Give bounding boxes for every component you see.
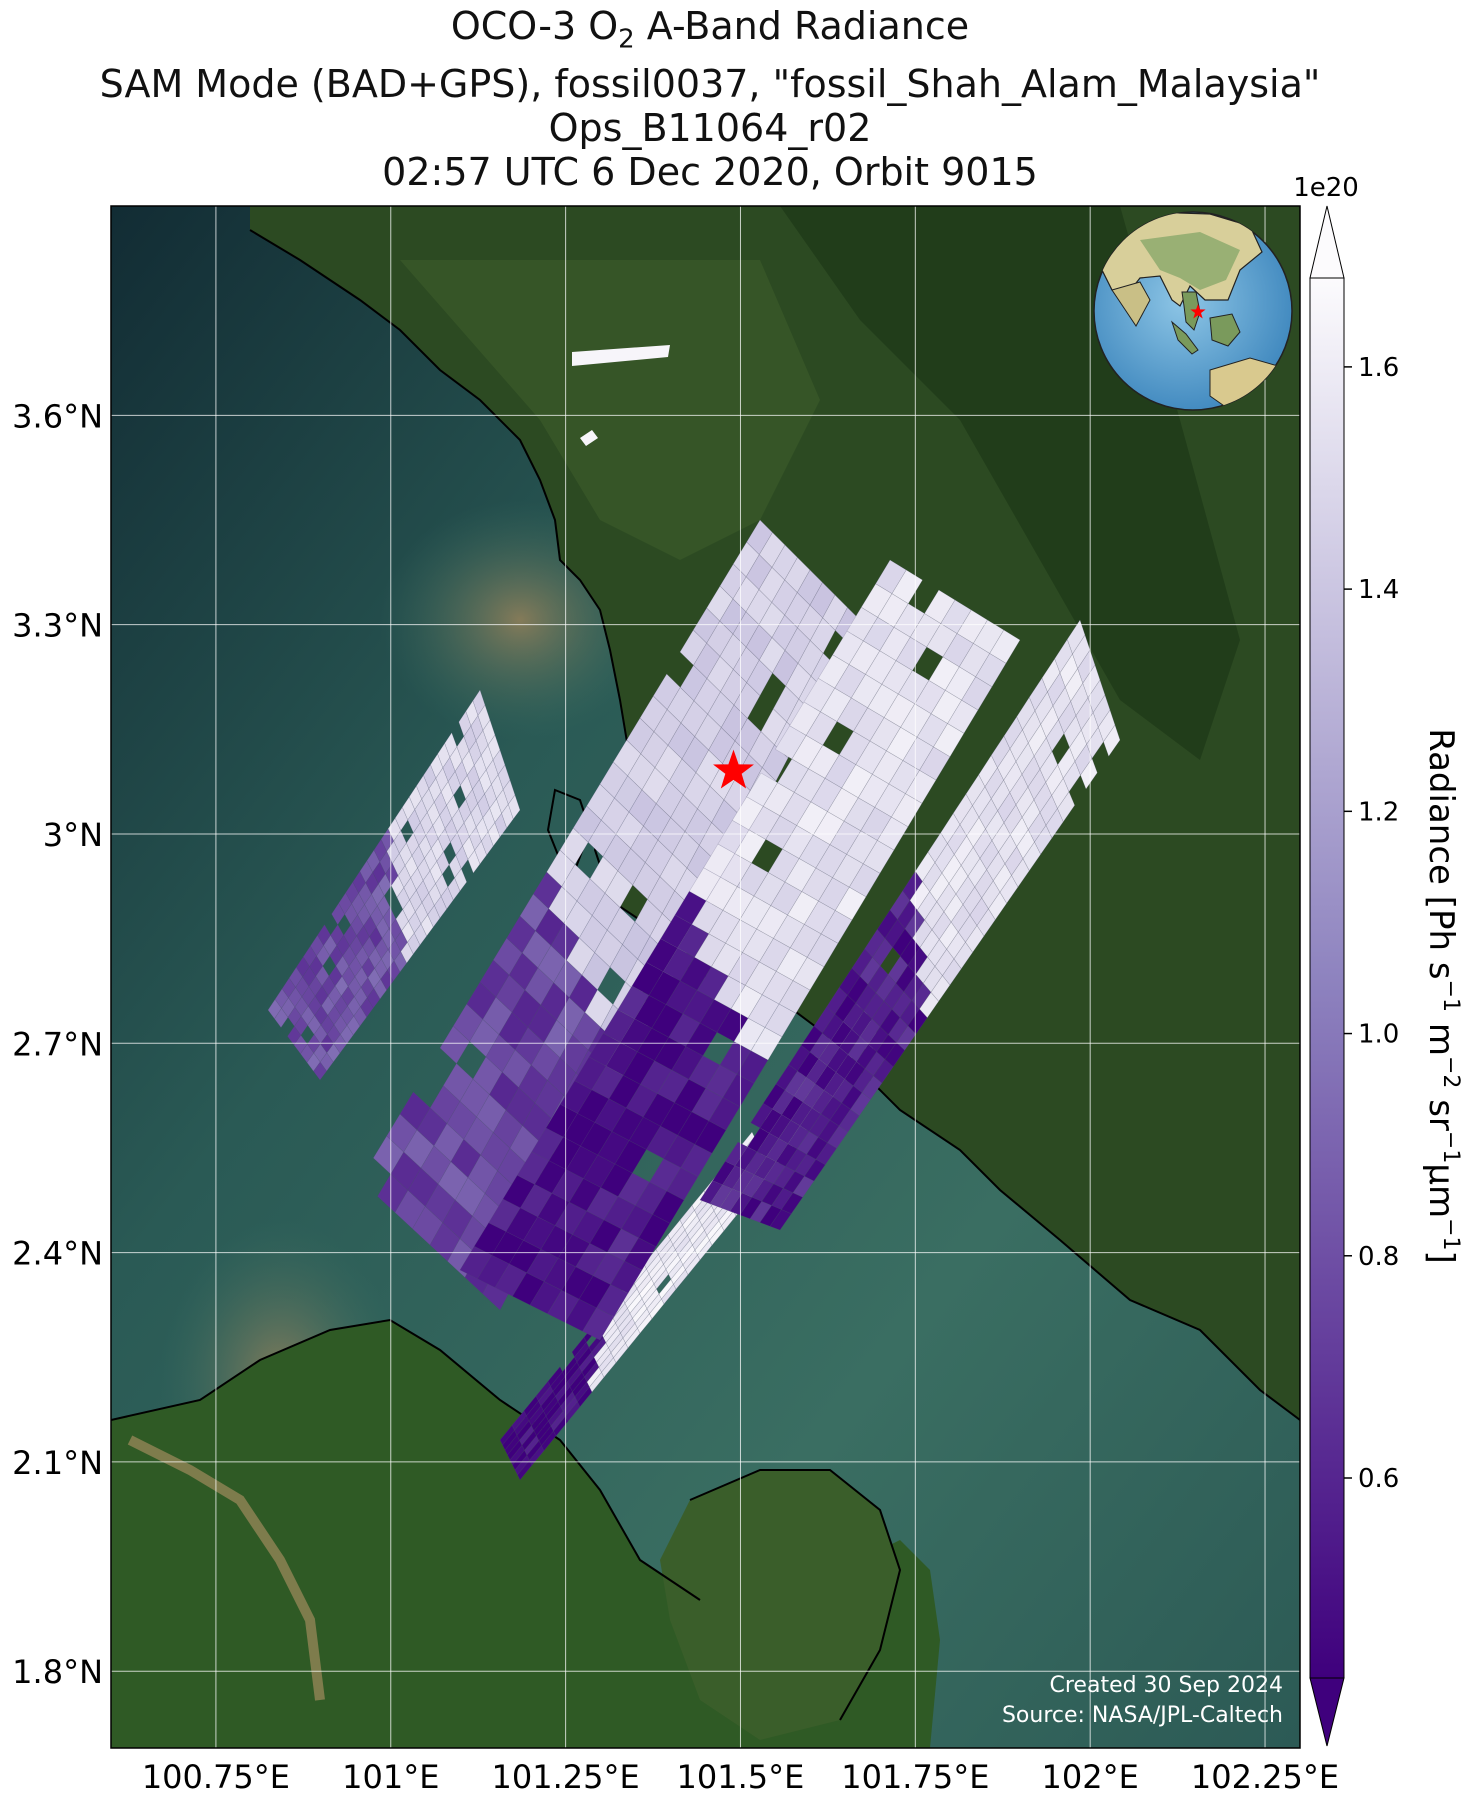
colorbar-multiplier: 1e20	[1293, 173, 1359, 203]
credit-created: Created 30 Sep 2024	[1050, 1673, 1284, 1698]
x-tick-label: 101.5°E	[677, 1758, 805, 1796]
colorbar-tick-label: 1.0	[1358, 1020, 1399, 1050]
landmass-rupat-island	[660, 1470, 900, 1740]
colorbar-ramp	[1309, 277, 1345, 1679]
footprint-cell	[572, 345, 670, 366]
colorbar-tick-label: 0.6	[1358, 1464, 1399, 1494]
globe-borneo	[1209, 313, 1241, 347]
credit-source: Source: NASA/JPL-Caltech	[1002, 1703, 1283, 1728]
x-tick-label: 102°E	[1042, 1758, 1139, 1796]
globe-target-star-icon	[1190, 304, 1206, 319]
colorbar-tick-label: 1.6	[1358, 353, 1399, 383]
globe-india	[1111, 281, 1151, 327]
globe-indochina	[1181, 291, 1201, 331]
inset-globe	[1093, 211, 1293, 411]
x-tick-label: 100.75°E	[142, 1758, 290, 1796]
footprint-cell	[1103, 724, 1121, 757]
coastline-sumatra	[111, 1318, 701, 1601]
map-area[interactable]: Created 30 Sep 2024 Source: NASA/JPL-Cal…	[111, 206, 1300, 1748]
footprint-cell	[1080, 757, 1098, 790]
landmass-texture	[400, 260, 820, 560]
title-line-1: OCO-3 O2 A-Band Radiance	[0, 4, 1420, 62]
colorbar: 1e20 1.6 1.4 1.2 1.0 0.8 0.6 Radiance [Ph s−1…	[1293, 173, 1463, 1747]
swath-2	[267, 689, 521, 1081]
y-tick-label: 2.4°N	[12, 1235, 103, 1273]
colorbar-extend-low	[1309, 1677, 1345, 1747]
figure-title: OCO-3 O2 A-Band Radiance SAM Mode (BAD+G…	[0, 4, 1420, 194]
x-tick-label: 102.25°E	[1191, 1758, 1339, 1796]
map-frame	[110, 205, 1301, 1749]
coastline-rupat	[689, 1469, 902, 1721]
swath-4	[459, 559, 1021, 1341]
y-tick-label: 2.1°N	[12, 1444, 103, 1482]
colorbar-tick-label: 1.2	[1358, 797, 1399, 827]
colorbar-ticks: 1.6 1.4 1.2 1.0 0.8 0.6	[1344, 353, 1399, 1494]
swath-5	[699, 619, 1121, 1231]
footprint-cell	[454, 868, 468, 892]
footprint-cell	[507, 794, 521, 820]
y-tick-label: 3.6°N	[12, 397, 103, 435]
y-tick-label: 3°N	[43, 816, 103, 854]
globe-china-green	[1140, 232, 1240, 290]
title-subscript: 2	[618, 24, 635, 55]
y-tick-label: 1.8°N	[12, 1653, 103, 1691]
x-tick-label: 101°E	[342, 1758, 439, 1796]
title-line-4: 02:57 UTC 6 Dec 2020, Orbit 9015	[382, 149, 1038, 194]
river-estuary	[127, 1435, 325, 1701]
x-tick-label: 101.25°E	[492, 1758, 640, 1796]
colorbar-tick-label: 1.4	[1358, 575, 1399, 605]
globe-sumatra	[1170, 320, 1199, 355]
title-line-3: Ops_B11064_r02	[548, 105, 872, 150]
title-suffix: A-Band Radiance	[634, 4, 970, 48]
title-prefix: OCO-3 O	[450, 4, 619, 48]
map-gridlines	[111, 206, 1300, 1748]
y-tick-label: 2.7°N	[12, 1025, 103, 1063]
x-axis-tick-labels: 100.75°E 101°E 101.25°E 101.5°E 101.75°E 102°…	[142, 1758, 1339, 1796]
title-line-2: SAM Mode (BAD+GPS), fossil0037, "fossil_…	[99, 61, 1321, 106]
y-tick-label: 3.3°N	[12, 607, 103, 645]
footprint-cell	[1057, 791, 1076, 823]
footprint-cell	[989, 629, 1021, 664]
colorbar-extend-high	[1309, 205, 1345, 279]
footprint-cell	[580, 430, 598, 446]
radiance-swaths	[267, 345, 1121, 1481]
target-star-marker[interactable]	[713, 749, 754, 789]
colorbar-label: Radiance [Ph s−1 m−2 sr−1μm−1]	[1421, 728, 1463, 1264]
colorbar-tick-label: 0.8	[1358, 1242, 1399, 1272]
x-tick-label: 101.75°E	[841, 1758, 989, 1796]
y-axis-tick-labels: 3.6°N 3.3°N 3°N 2.7°N 2.4°N 2.1°N 1.8°N	[12, 397, 103, 1691]
